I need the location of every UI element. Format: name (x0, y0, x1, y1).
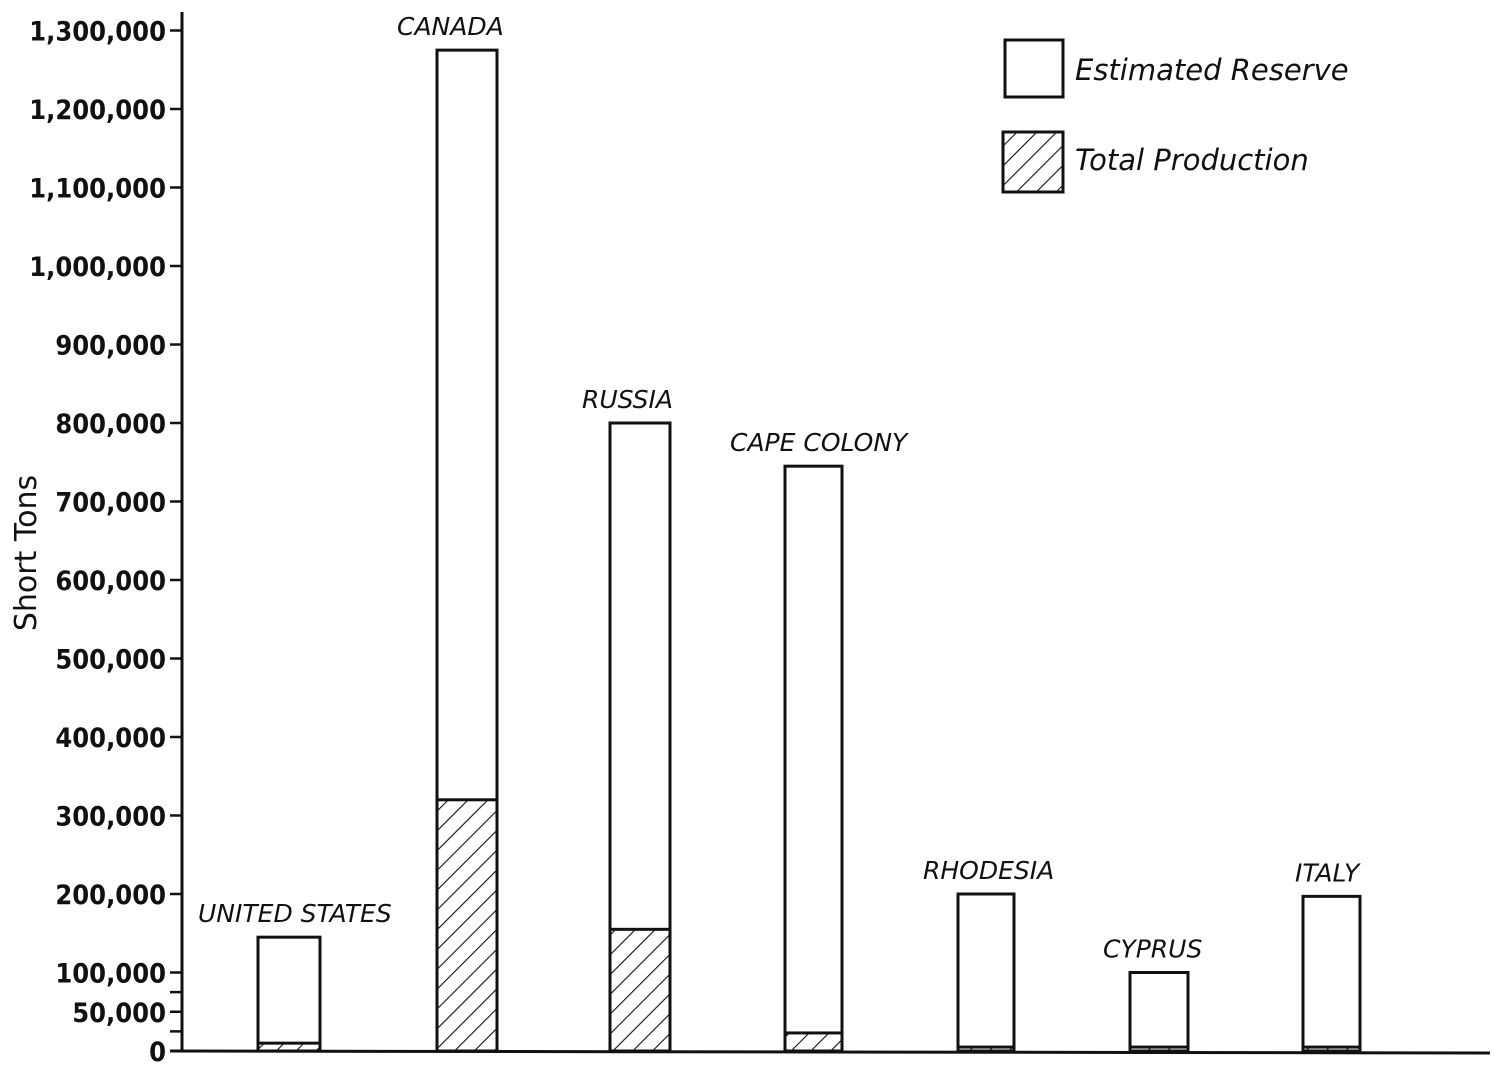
y-tick-label: 1,100,000 (29, 174, 166, 205)
bar-estimated-reserve (783, 464, 844, 1053)
y-tick-label: 50,000 (72, 998, 166, 1029)
bar-group: CYPRUS (1103, 935, 1202, 1053)
y-tick-label: 100,000 (55, 959, 166, 990)
y-tick-label: 1,000,000 (29, 252, 166, 283)
bar-estimated-reserve (956, 892, 1016, 1053)
y-tick-label: 800,000 (55, 409, 166, 440)
bar-total-production (256, 1041, 322, 1053)
category-label: CYPRUS (1103, 935, 1202, 964)
bar-total-production (608, 927, 672, 1053)
legend: Estimated Reserve Total Production (1001, 38, 1349, 194)
category-label: CANADA (397, 12, 504, 41)
bar-group: ITALY (1295, 858, 1362, 1053)
bar-group: UNITED STATES (198, 899, 392, 1053)
bar-total-production (783, 1031, 844, 1053)
y-tick-label: 600,000 (55, 566, 166, 597)
bar-estimated-reserve (1301, 894, 1362, 1053)
y-tick-label: 200,000 (55, 880, 166, 911)
bar-total-production (1301, 1045, 1362, 1053)
bar-total-production (1128, 1045, 1190, 1053)
category-label: RHODESIA (923, 856, 1054, 885)
legend-swatch-total-production (1001, 130, 1065, 194)
y-tick-label: 0 (149, 1037, 166, 1068)
legend-label-estimated-reserve: Estimated Reserve (1075, 53, 1349, 87)
legend-swatch-estimated-reserve (1003, 38, 1065, 99)
y-axis-label: Short Tons (9, 475, 44, 631)
category-label: CAPE COLONY (730, 428, 909, 457)
bar-group: RUSSIA (582, 385, 673, 1053)
category-label: ITALY (1295, 858, 1361, 887)
y-tick-label: 300,000 (55, 802, 166, 833)
y-tick-label: 1,300,000 (29, 17, 166, 48)
y-tick-label: 400,000 (55, 723, 166, 754)
category-label: RUSSIA (582, 385, 673, 414)
bar-group: RHODESIA (923, 856, 1054, 1053)
bar-estimated-reserve (256, 935, 322, 1053)
bar-group: CANADA (397, 12, 504, 1053)
bar-group: CAPE COLONY (730, 428, 909, 1053)
y-tick-label: 1,200,000 (29, 95, 166, 126)
y-tick-label: 900,000 (55, 331, 166, 362)
bar-total-production (956, 1045, 1016, 1053)
legend-label-total-production: Total Production (1075, 143, 1309, 177)
y-tick-label: 700,000 (55, 488, 166, 519)
bar-estimated-reserve (1128, 971, 1190, 1053)
y-tick-label: 500,000 (55, 645, 166, 676)
bar-total-production (435, 798, 499, 1053)
category-label: UNITED STATES (198, 899, 392, 928)
